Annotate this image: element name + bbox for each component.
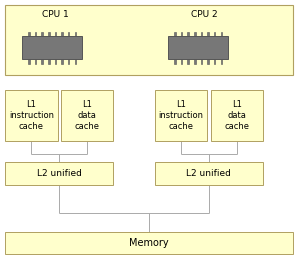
Bar (194, 59, 195, 64)
Bar (74, 32, 76, 36)
Text: L1
data
cache: L1 data cache (224, 100, 249, 131)
Bar (207, 59, 209, 64)
Bar (41, 32, 43, 36)
Bar (48, 32, 49, 36)
Bar (168, 36, 228, 59)
Text: L1
instruction
cache: L1 instruction cache (9, 100, 54, 131)
Bar (48, 59, 49, 64)
FancyBboxPatch shape (155, 162, 263, 185)
Bar (181, 59, 182, 64)
FancyBboxPatch shape (211, 90, 263, 141)
Bar (68, 59, 69, 64)
Bar (194, 32, 195, 36)
Text: CPU 2: CPU 2 (191, 10, 218, 19)
FancyBboxPatch shape (61, 90, 113, 141)
Text: L2 unified: L2 unified (187, 169, 231, 178)
Bar (214, 59, 215, 64)
Bar (174, 59, 176, 64)
Bar (41, 59, 43, 64)
Bar (174, 32, 176, 36)
FancyBboxPatch shape (5, 90, 58, 141)
FancyBboxPatch shape (5, 162, 113, 185)
Text: L1
instruction
cache: L1 instruction cache (159, 100, 204, 131)
Bar (221, 59, 222, 64)
Bar (214, 32, 215, 36)
Bar (61, 59, 63, 64)
Text: CPU 1: CPU 1 (42, 10, 69, 19)
Bar (61, 32, 63, 36)
Bar (55, 59, 56, 64)
Bar (35, 59, 36, 64)
FancyBboxPatch shape (5, 232, 293, 254)
Bar (35, 32, 36, 36)
Text: Memory: Memory (129, 238, 169, 248)
Bar (55, 32, 56, 36)
Bar (201, 59, 202, 64)
Bar (28, 59, 30, 64)
Bar (221, 32, 222, 36)
Bar (28, 32, 30, 36)
Bar (74, 59, 76, 64)
Text: L2 unified: L2 unified (37, 169, 82, 178)
Bar (181, 32, 182, 36)
Bar (207, 32, 209, 36)
Bar (22, 36, 82, 59)
Bar (68, 32, 69, 36)
Text: L1
data
cache: L1 data cache (75, 100, 100, 131)
FancyBboxPatch shape (155, 90, 207, 141)
Bar (187, 59, 189, 64)
FancyBboxPatch shape (5, 5, 293, 75)
Bar (201, 32, 202, 36)
Bar (187, 32, 189, 36)
